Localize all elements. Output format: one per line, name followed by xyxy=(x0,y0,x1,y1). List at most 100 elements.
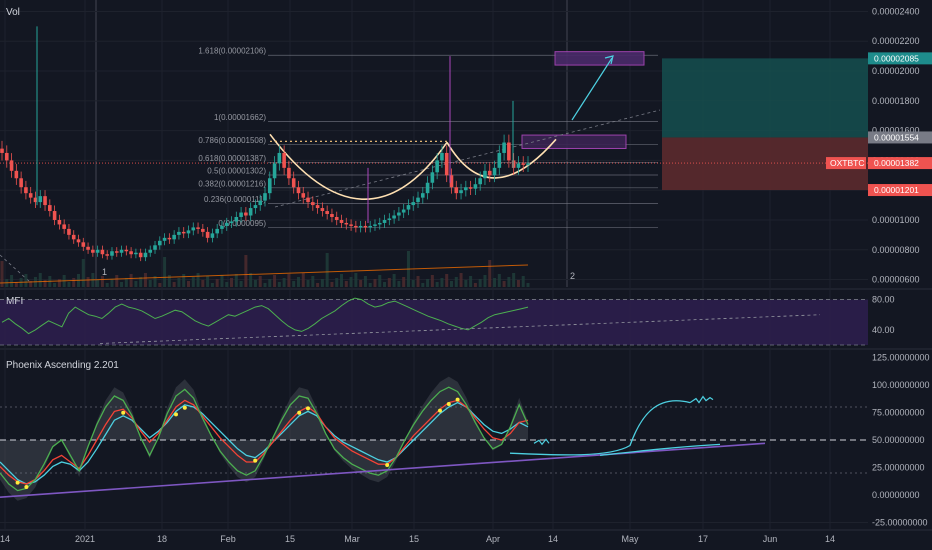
volume-bar xyxy=(445,274,449,287)
volume-bar xyxy=(239,281,243,287)
trend-dashed xyxy=(274,109,661,208)
volume-bar xyxy=(230,278,234,287)
candle-body xyxy=(244,212,248,216)
candle-body xyxy=(334,216,339,220)
volume-bar xyxy=(258,276,262,287)
candle-body xyxy=(349,224,353,226)
y-tick-label: 0.00000800 xyxy=(872,245,920,255)
ticker-badge-label: OXTBTC xyxy=(830,158,864,168)
candle-body xyxy=(57,219,62,225)
candle-body xyxy=(239,212,243,217)
volume-bar xyxy=(478,279,482,287)
candle-body xyxy=(430,172,435,183)
candle-body xyxy=(71,234,76,240)
volume-bar xyxy=(14,282,18,287)
candle-body xyxy=(282,152,286,168)
projection-scribble xyxy=(689,395,714,404)
candle-body xyxy=(181,231,186,234)
candle-body xyxy=(330,214,334,217)
y-tick-label: 0.00001600 xyxy=(872,126,920,136)
candle-body xyxy=(4,152,9,161)
candle-body xyxy=(0,148,4,153)
candle-body xyxy=(272,163,277,179)
volume-bar xyxy=(67,282,71,287)
volume-bar xyxy=(201,280,205,287)
volume-bar xyxy=(292,281,296,287)
price-badge-label: 0.00002085 xyxy=(874,53,919,63)
volume-bar xyxy=(340,274,344,287)
candle-body xyxy=(277,152,282,164)
candle-body xyxy=(143,252,148,258)
x-tick-label: Apr xyxy=(486,534,500,544)
volume-bar xyxy=(306,280,310,287)
volume-bar xyxy=(316,283,320,287)
phoenix-signal-dot xyxy=(385,463,390,467)
volume-bar xyxy=(263,283,267,287)
volume-bar xyxy=(110,279,114,287)
x-tick-label: Feb xyxy=(220,534,236,544)
volume-bar xyxy=(521,276,525,287)
volume-bar xyxy=(186,281,190,287)
volume-bar xyxy=(383,282,387,287)
y-tick-label: 0.00001000 xyxy=(872,215,920,225)
fib-level-label: 1.618(0.00002106) xyxy=(198,47,266,56)
cup-curve xyxy=(269,133,448,200)
candle-body xyxy=(483,170,487,179)
candle-body xyxy=(24,187,28,194)
candle-body xyxy=(134,252,138,255)
volume-bar xyxy=(134,281,138,287)
y-tick-label: 0.00002200 xyxy=(872,36,920,46)
volume-bar xyxy=(273,275,277,287)
mfi-tick-label: 40.00 xyxy=(872,325,895,335)
candle-body xyxy=(162,237,167,241)
volume-bar xyxy=(464,280,468,287)
candle-body xyxy=(191,227,196,231)
candle-body xyxy=(177,231,181,235)
candle-body xyxy=(258,200,263,206)
fib-level-label: 0.786(0.00001508) xyxy=(198,136,266,145)
volume-bar xyxy=(488,260,492,287)
candle-body xyxy=(315,205,320,209)
volume-bar xyxy=(53,283,57,287)
candle-body xyxy=(67,228,71,235)
volume-bar xyxy=(392,274,396,287)
price-badge-label: 0.00001554 xyxy=(874,132,919,142)
phoenix-tick-label: 50.00000000 xyxy=(872,435,925,445)
x-tick-label: Mar xyxy=(344,534,360,544)
candle-body xyxy=(201,228,205,232)
candle-body xyxy=(124,249,129,252)
chart-labels: Vol MFI Phoenix Ascending 2.201 xyxy=(6,7,119,371)
volume-bar xyxy=(526,283,530,287)
volume-bar xyxy=(143,273,147,287)
vol-event-label: 1 xyxy=(102,267,107,277)
candle-body xyxy=(9,160,14,171)
phoenix-signal-dot xyxy=(15,480,20,485)
candle-body xyxy=(454,187,459,194)
phoenix-signal-dot xyxy=(446,402,451,406)
candle-body xyxy=(287,167,291,179)
grid-lines xyxy=(0,0,932,531)
volume-bar xyxy=(115,275,119,287)
y-tick-label: 0.00001800 xyxy=(872,96,920,106)
volume-bar xyxy=(177,278,181,287)
x-tick-label: 14 xyxy=(825,534,835,544)
candle-body xyxy=(62,224,66,229)
candle-body xyxy=(224,222,229,226)
volume-bar xyxy=(344,281,348,287)
candle-body xyxy=(186,230,191,234)
volume-bar xyxy=(129,274,133,287)
volume-bar xyxy=(416,276,420,287)
volume-bar xyxy=(158,283,162,287)
y-tick-label: 0.00000600 xyxy=(872,275,920,285)
volume-bar xyxy=(277,282,281,287)
candle-body xyxy=(210,233,215,238)
phoenix-signal-dot xyxy=(306,406,310,411)
mfi-tick-label: 80.00 xyxy=(872,295,895,305)
candle-body xyxy=(464,187,468,191)
x-tick-label: 14 xyxy=(0,534,10,544)
projection-arrow xyxy=(571,57,613,121)
candle-body xyxy=(373,224,377,226)
long-target-zone xyxy=(662,58,868,138)
volume-bar xyxy=(29,281,33,287)
